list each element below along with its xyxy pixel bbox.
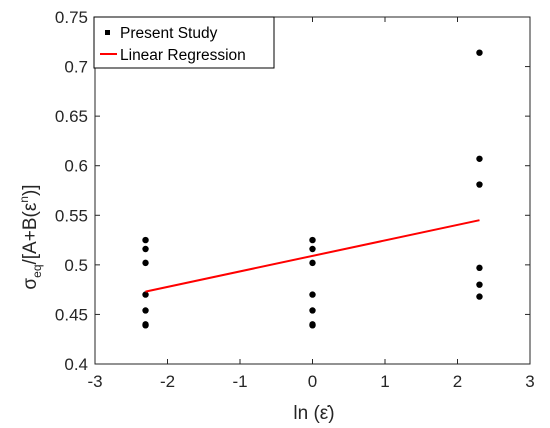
x-axis-label: ln (ε̇) [293, 403, 334, 424]
y-tick-label: 0.45 [55, 305, 88, 324]
data-point [142, 259, 149, 267]
legend-box [93, 16, 275, 69]
y-tick-label: 0.65 [55, 107, 88, 126]
legend: Present Study Linear Regression [93, 16, 275, 69]
data-point [309, 245, 316, 253]
data-point [142, 307, 149, 314]
data-point [476, 281, 483, 288]
legend-marker-present-study [105, 30, 110, 35]
data-point [309, 291, 316, 298]
data-point [142, 245, 149, 253]
data-point [476, 181, 483, 188]
y-tick-label: 0.55 [55, 206, 88, 225]
axes: -3 -2 -1 0 1 2 3 0.4 0.45 0.5 0.55 0.6 0.65 0.7 0.75 [55, 8, 535, 391]
x-tick-label: -3 [87, 372, 102, 391]
data-point [309, 321, 316, 328]
x-tick-label: 3 [525, 372, 534, 391]
y-tick-label: 0.4 [64, 355, 88, 374]
data-point [142, 236, 149, 244]
legend-label-linear-regression: Linear Regression [120, 47, 246, 64]
data-point [476, 49, 483, 56]
y-tick-label: 0.7 [64, 58, 88, 77]
data-point [142, 322, 149, 329]
plot-area [95, 17, 530, 364]
x-tick-label: -1 [232, 372, 247, 391]
y-tick-label: 0.5 [64, 256, 88, 275]
regression-line [145, 219, 480, 293]
data-point [476, 155, 483, 162]
x-tick-label: -2 [160, 372, 175, 391]
data-point [309, 236, 316, 244]
y-tick-label: 0.75 [55, 8, 88, 27]
x-tick-label: 0 [308, 372, 317, 391]
data-point [309, 307, 316, 314]
x-tick-label: 1 [380, 372, 389, 391]
data-layer [142, 49, 483, 329]
data-point [476, 293, 483, 300]
data-point [142, 291, 149, 298]
y-tick-label: 0.6 [64, 157, 88, 176]
data-point [476, 264, 483, 272]
data-point [309, 259, 316, 267]
legend-label-present-study: Present Study [120, 25, 218, 42]
y-axis-label: σeq/[A+B(εn)] [17, 184, 44, 289]
plot-background [95, 17, 530, 364]
x-tick-label: 2 [453, 372, 462, 391]
